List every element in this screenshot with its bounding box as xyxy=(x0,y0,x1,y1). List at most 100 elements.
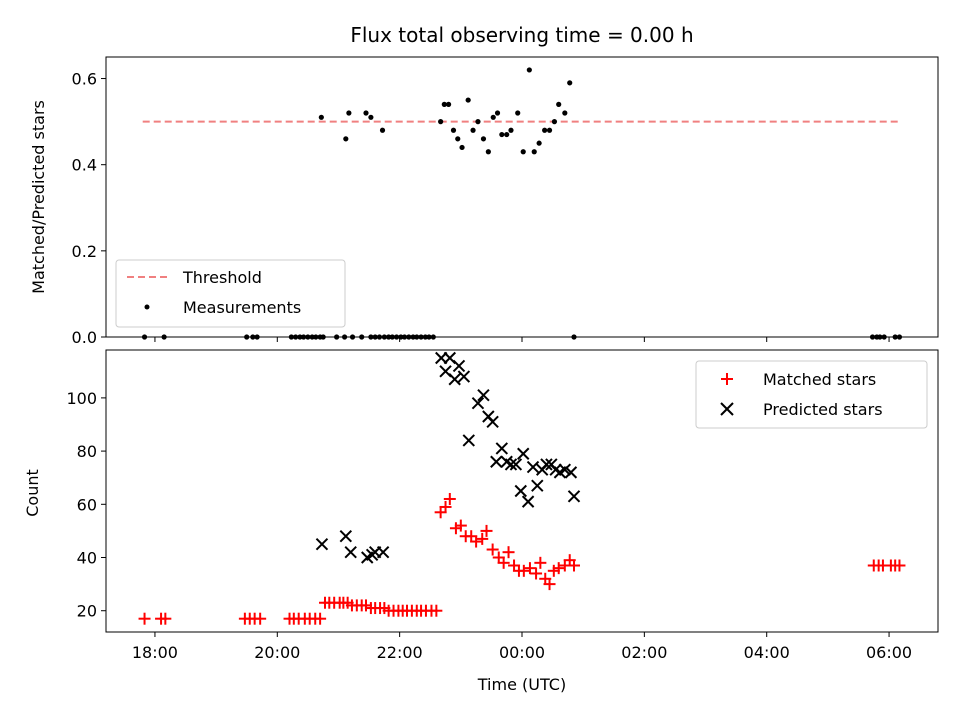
measurement-point xyxy=(343,136,349,142)
bottom-y-tick-label: 100 xyxy=(66,389,97,408)
top-y-tick-label: 0.6 xyxy=(72,70,97,89)
top-y-tick-label: 0.4 xyxy=(72,156,97,175)
bottom-x-tick-label: 22:00 xyxy=(377,643,423,662)
bottom-panel: 20 40 60 80 100 18:00 20:00 22:00 00:00 02:00 04:… xyxy=(23,349,939,694)
measurement-point xyxy=(520,149,526,155)
predicted-star-point xyxy=(567,490,581,503)
bottom-x-tick-label: 20:00 xyxy=(254,643,300,662)
bottom-x-tick-label: 00:00 xyxy=(499,643,545,662)
measurement-point xyxy=(318,114,324,120)
chart-title: Flux total observing time = 0.00 h xyxy=(350,23,693,47)
measurement-point xyxy=(441,101,447,107)
matched-star-point xyxy=(497,556,510,569)
matched-star-point xyxy=(530,567,543,580)
measurement-point xyxy=(379,127,386,133)
matched-legend-swatch xyxy=(721,373,733,385)
measurement-point xyxy=(459,144,465,151)
measurement-point xyxy=(546,127,553,133)
measurement-point xyxy=(438,119,444,125)
measurement-point xyxy=(485,149,491,155)
measurement-point xyxy=(531,149,537,155)
bottom-x-tick-label: 04:00 xyxy=(744,643,790,662)
measurement-point xyxy=(567,80,573,86)
measurement-point xyxy=(455,136,461,142)
predicted-star-point xyxy=(486,415,499,429)
measurement-point xyxy=(363,110,369,116)
bottom-x-tick-label: 18:00 xyxy=(132,643,178,662)
predicted-star-point xyxy=(344,545,357,559)
matched-star-point xyxy=(138,612,151,625)
bottom-legend-box xyxy=(695,360,928,429)
predicted-star-point xyxy=(509,458,523,471)
matched-star-point xyxy=(443,492,456,505)
measurement-point xyxy=(504,131,510,138)
matched-star-point xyxy=(552,562,565,575)
predicted-star-point xyxy=(477,389,490,402)
predicted-star-point xyxy=(315,538,329,551)
bottom-y-tick-label: 80 xyxy=(77,442,97,461)
measurement-point xyxy=(475,119,481,125)
matched-star-point xyxy=(568,559,580,572)
predicted-star-point xyxy=(504,458,518,471)
predicted-star-point xyxy=(452,359,466,373)
measurement-point xyxy=(542,127,548,133)
measurements-legend-label: Measurements xyxy=(183,298,301,317)
measurement-point xyxy=(450,127,457,133)
bottom-x-tick-label: 06:00 xyxy=(866,643,912,662)
measurement-point xyxy=(480,136,487,142)
measurement-point xyxy=(499,131,505,138)
matched-star-point xyxy=(470,535,483,548)
bottom-y-tick-label: 20 xyxy=(77,602,97,621)
bottom-y-tick-label: 60 xyxy=(77,495,97,514)
matched-star-point xyxy=(486,543,499,556)
matched-star-point xyxy=(480,524,493,537)
predicted-star-point xyxy=(517,447,530,460)
predicted-star-point xyxy=(490,455,503,468)
top-legend: Threshold Measurements xyxy=(115,259,346,328)
measurement-point xyxy=(494,110,501,116)
measurement-point xyxy=(508,127,514,133)
predicted-legend-label: Predicted stars xyxy=(763,400,883,419)
top-x-axis-ticks xyxy=(154,337,890,342)
predicted-star-point xyxy=(457,370,471,383)
measurement-point xyxy=(536,140,542,146)
predicted-star-point xyxy=(495,442,509,455)
matched-star-point xyxy=(476,532,489,545)
bottom-x-tick-label: 02:00 xyxy=(621,643,667,662)
top-legend-box xyxy=(115,259,346,328)
measurement-point xyxy=(368,114,374,120)
measurement-point xyxy=(526,67,532,73)
measurements-legend-swatch xyxy=(144,304,150,310)
bottom-y-axis-label: Count xyxy=(23,469,42,517)
matched-star-point xyxy=(254,612,267,625)
matched-legend-label: Matched stars xyxy=(763,370,876,389)
predicted-star-point xyxy=(514,484,527,498)
measurement-point xyxy=(551,119,558,125)
predicted-star-point xyxy=(339,530,353,543)
bottom-y-tick-label: 40 xyxy=(77,549,97,568)
matched-star-point xyxy=(439,500,452,513)
matched-star-point xyxy=(543,578,556,591)
bottom-legend: Matched stars Predicted stars xyxy=(695,360,928,429)
predicted-star-point xyxy=(448,373,461,386)
bottom-x-axis: 18:00 20:00 22:00 00:00 02:00 04:00 06:00 xyxy=(132,632,912,662)
measurement-point xyxy=(346,110,352,116)
matched-star-point xyxy=(517,564,530,577)
predicted-star-point xyxy=(376,545,390,559)
predicted-star-point xyxy=(526,460,540,474)
count-points xyxy=(138,351,906,625)
measurement-point xyxy=(445,101,452,107)
predicted-star-point xyxy=(540,458,553,471)
top-panel: Flux total observing time = 0.00 h 0.00.… xyxy=(29,23,939,347)
predicted-star-point xyxy=(564,466,578,479)
matched-star-point xyxy=(893,559,906,572)
matched-star-point xyxy=(534,556,547,569)
x-axis-label: Time (UTC) xyxy=(477,675,566,694)
measurement-point xyxy=(465,97,471,103)
predicted-star-point xyxy=(471,397,485,410)
measurement-point xyxy=(515,110,521,116)
predicted-legend-swatch xyxy=(720,402,734,416)
threshold-legend-label: Threshold xyxy=(182,268,262,287)
